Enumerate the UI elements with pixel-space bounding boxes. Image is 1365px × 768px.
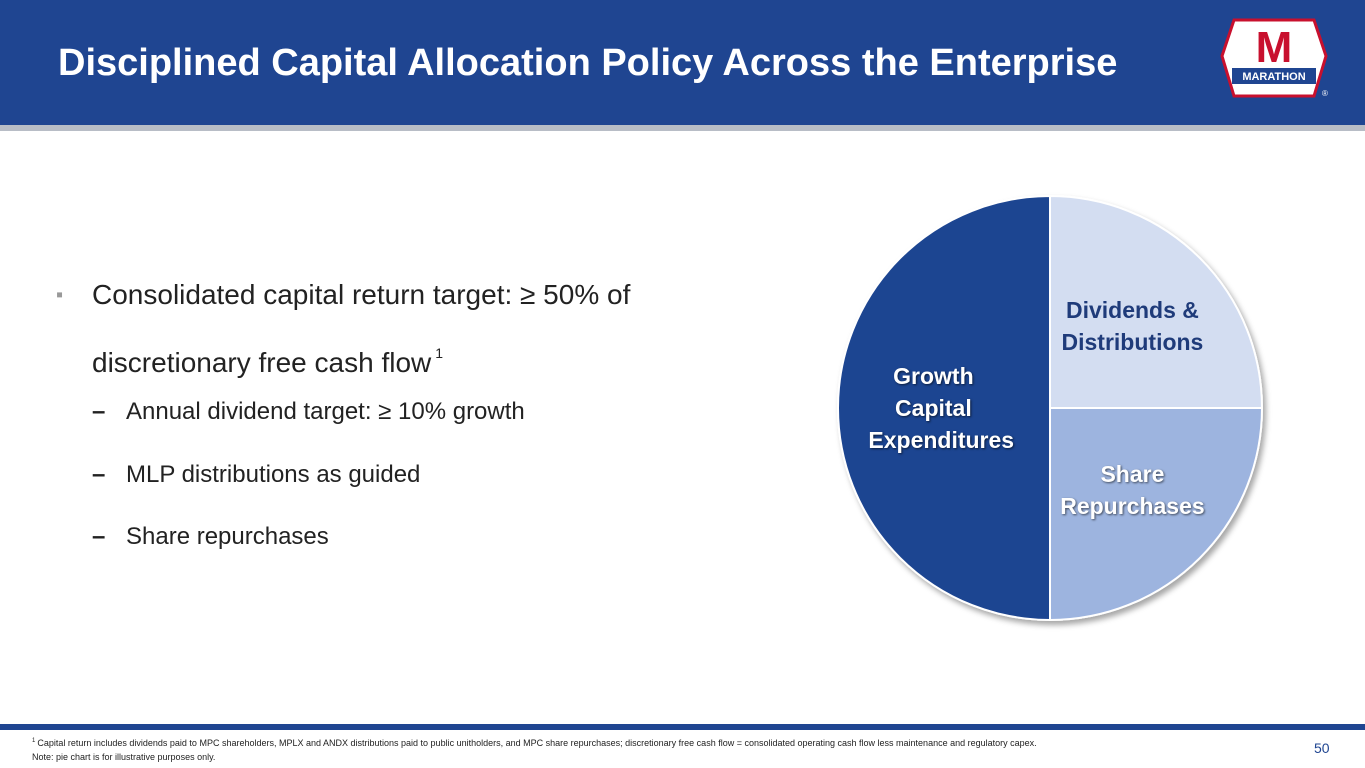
footnote-ref: 1 xyxy=(435,345,444,361)
footer-line xyxy=(0,724,1365,730)
pie-slice xyxy=(837,194,1051,622)
sub-bullet: Annual dividend target: ≥ 10% growth xyxy=(92,398,525,426)
footnote-text: Capital return includes dividends paid t… xyxy=(37,738,1037,748)
header-band xyxy=(0,0,1365,125)
page-number: 50 xyxy=(1314,740,1330,756)
logo: M MARATHON ® xyxy=(1220,18,1328,98)
logo-letter: M xyxy=(1256,23,1293,72)
logo-text: MARATHON xyxy=(1242,71,1305,83)
sub-bullet: Share repurchases xyxy=(92,523,329,551)
bullet-text: Consolidated capital return target: ≥ 50… xyxy=(92,279,630,378)
sub-bullet: MLP distributions as guided xyxy=(92,461,420,489)
pie-slice xyxy=(1049,407,1264,622)
header-strip xyxy=(0,125,1365,131)
main-bullet: Consolidated capital return target: ≥ 50… xyxy=(92,266,732,392)
slice-label: Growth Capital Expenditures xyxy=(868,363,1015,453)
footnote-marker: 1 xyxy=(32,738,36,744)
slice-label: Dividends & Distributions xyxy=(1061,296,1204,355)
logo-mark: ® xyxy=(1322,89,1328,98)
footnote: 1 Capital return includes dividends paid … xyxy=(32,738,1037,748)
slice-label: Share Repurchases xyxy=(1060,461,1205,520)
illustrative-note: Note: pie chart is for illustrative purp… xyxy=(32,752,216,762)
pie-slice xyxy=(1049,194,1264,409)
pie-slices xyxy=(837,194,1264,622)
logo-bar xyxy=(1232,68,1316,84)
title: Disciplined Capital Allocation Policy Ac… xyxy=(58,42,1118,84)
